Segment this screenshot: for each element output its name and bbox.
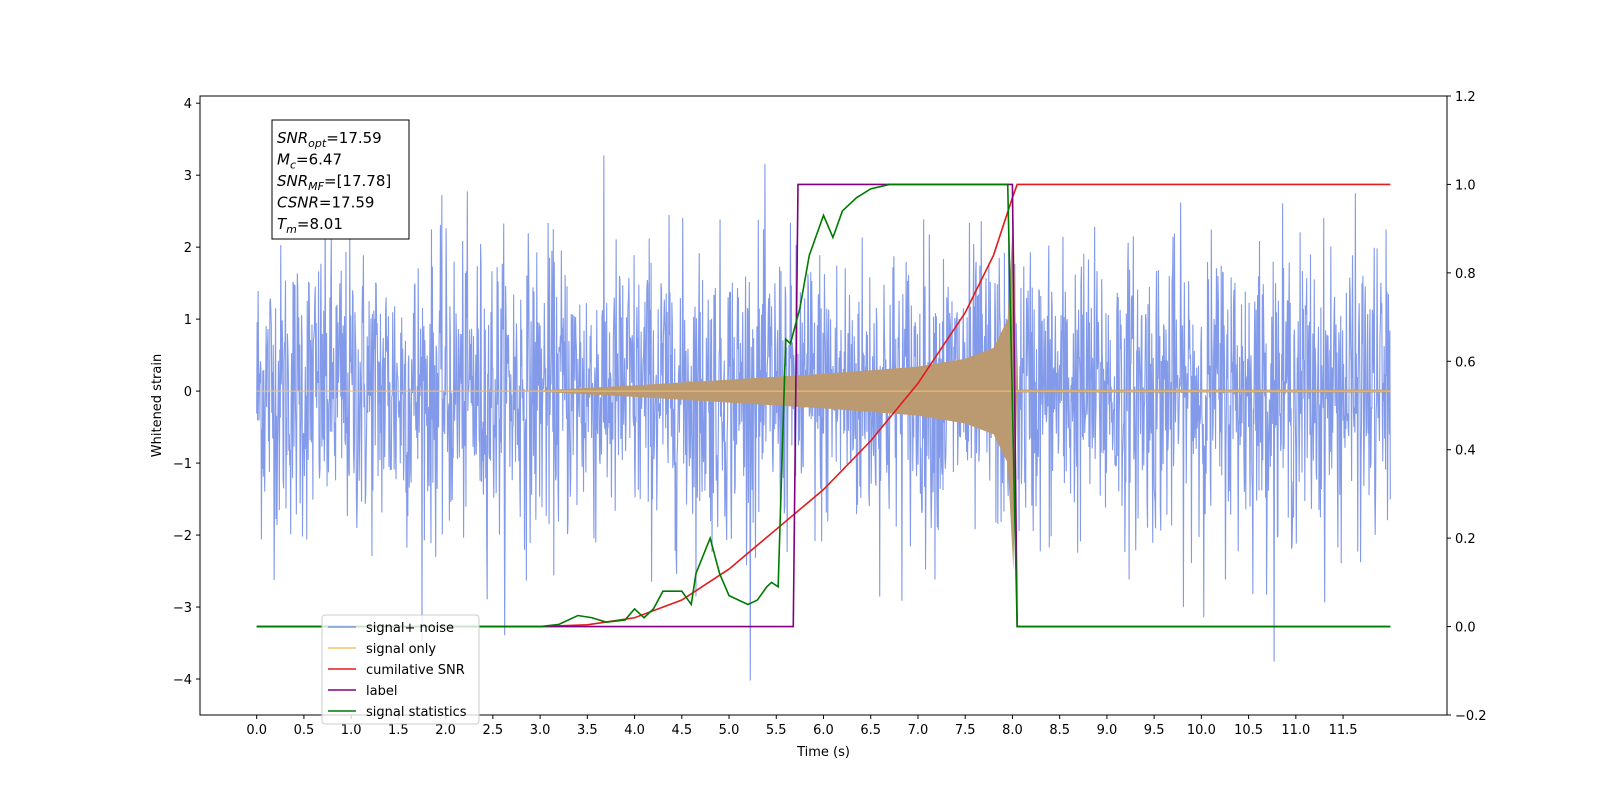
x-tick-label: 5.5: [766, 723, 787, 738]
legend: signal+ noise signal only cumilative SNR la…: [321, 614, 480, 725]
annotation-box-frame: [271, 119, 410, 240]
right-y-tick-label: 0.4: [1455, 444, 1476, 459]
right-y-tick-label: 1.2: [1455, 90, 1476, 105]
annotation-line: Mc=6.47: [277, 151, 342, 172]
x-tick-label: 3.0: [530, 723, 551, 738]
x-tick-label: 0.0: [246, 723, 267, 738]
right-y-tick-label: 0.8: [1455, 267, 1476, 282]
x-tick-label: 6.5: [860, 723, 881, 738]
annotation-symbol: M: [277, 151, 290, 169]
annotation-value: =8.01: [297, 215, 343, 233]
legend-label: signal statistics: [366, 705, 467, 720]
right-y-tick-label: 1.0: [1455, 178, 1476, 193]
annotation-value: =6.47: [296, 151, 342, 169]
annotation-line: SNRopt=17.59: [277, 129, 382, 150]
annotation-value: =[17.78]: [324, 172, 391, 190]
annotation-line: CSNR=17.59: [277, 194, 374, 212]
annotation-line: Tm=8.01: [277, 215, 343, 236]
x-tick-label: 11.5: [1329, 723, 1358, 738]
x-tick-label: 9.0: [1097, 723, 1118, 738]
annotation-box: SNRopt=17.59Mc=6.47SNRMF=[17.78]CSNR=17.…: [271, 119, 410, 240]
annotation-subscript: MF: [308, 180, 324, 193]
legend-label: cumilative SNR: [366, 663, 465, 678]
x-tick-label: 8.5: [1049, 723, 1070, 738]
x-tick-label: 1.5: [388, 723, 409, 738]
annotation-symbol: CSNR: [277, 194, 319, 212]
x-tick-label: 7.0: [908, 723, 929, 738]
legend-frame: [321, 614, 480, 725]
x-tick-label: 0.5: [294, 723, 315, 738]
left-y-tick-label: −1: [173, 457, 192, 472]
x-tick-label: 1.0: [341, 723, 362, 738]
x-tick-label: 10.0: [1187, 723, 1216, 738]
x-tick-label: 10.5: [1234, 723, 1263, 738]
left-y-tick-label: 2: [184, 241, 192, 256]
left-y-axis: −4 −3 −2 −1 0 1 2 3 4: [173, 97, 200, 688]
annotation-symbol: SNR: [277, 129, 308, 147]
annotation-subscript: c: [290, 159, 296, 172]
x-tick-label: 4.0: [624, 723, 645, 738]
annotation-symbol: T: [277, 215, 288, 233]
x-tick-label: 2.5: [483, 723, 504, 738]
x-tick-label: 2.0: [435, 723, 456, 738]
legend-label: signal only: [366, 642, 436, 657]
right-y-tick-label: 0.2: [1455, 532, 1476, 547]
x-tick-label: 6.0: [813, 723, 834, 738]
right-y-tick-label: 0.6: [1455, 355, 1476, 370]
annotation-value: =17.59: [326, 129, 382, 147]
left-y-tick-label: 3: [184, 169, 192, 184]
series-cumulative-snr-line: [256, 183, 1391, 628]
annotation-line: SNRMF=[17.78]: [277, 172, 391, 193]
x-tick-label: 5.0: [719, 723, 740, 738]
y-axis-label: Whitened strain: [150, 354, 165, 457]
left-y-tick-label: 4: [184, 97, 192, 112]
left-y-tick-label: −4: [173, 673, 192, 688]
legend-label: label: [366, 684, 397, 699]
legend-label: signal+ noise: [366, 621, 454, 636]
right-y-tick-label: −0.2: [1455, 709, 1487, 724]
x-tick-label: 7.5: [955, 723, 976, 738]
series-signal-statistics-line: [256, 183, 1391, 628]
right-y-tick-label: 0.0: [1455, 621, 1476, 636]
series-signal-noise-line: [256, 155, 1391, 681]
x-tick-label: 11.0: [1281, 723, 1310, 738]
left-y-tick-label: 0: [184, 385, 192, 400]
x-tick-label: 8.0: [1002, 723, 1023, 738]
left-y-tick-label: 1: [184, 313, 192, 328]
x-tick-label: 4.5: [671, 723, 692, 738]
annotation-subscript: opt: [308, 137, 327, 150]
x-axis: 0.0 0.5 1.0 1.5 2.0 2.5 3.0 3.5 4.0 4.5 5.0 5.5 6.0 6…: [246, 715, 1358, 738]
left-y-tick-label: −3: [173, 601, 192, 616]
left-y-tick-label: −2: [173, 529, 192, 544]
x-tick-label: 3.5: [577, 723, 598, 738]
annotation-symbol: SNR: [277, 172, 308, 190]
annotation-value: =17.59: [319, 194, 375, 212]
right-y-axis: −0.2 0.0 0.2 0.4 0.6 0.8 1.0 1.2: [1447, 90, 1487, 724]
plot-area: [256, 155, 1391, 681]
annotation-subscript: m: [286, 223, 297, 236]
x-tick-label: 9.5: [1144, 723, 1165, 738]
x-axis-label: Time (s): [796, 745, 850, 760]
